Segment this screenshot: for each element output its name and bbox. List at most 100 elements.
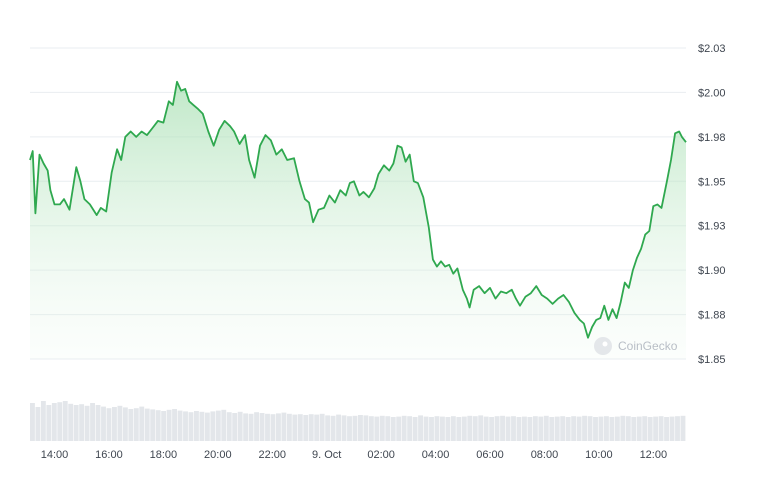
volume-bar [549,417,555,441]
volume-bar [516,417,522,441]
volume-bar [554,416,560,441]
volume-bar [341,415,347,441]
volume-bar [73,405,79,441]
volume-bar [527,417,533,441]
volume-bar [522,416,527,441]
x-tick-label: 10:00 [585,449,613,461]
volume-bar [647,417,653,441]
volume-bar [166,409,172,441]
volume-bar [571,416,577,441]
volume-bar [636,416,642,441]
volume-bars [30,401,686,441]
volume-bar [308,414,314,441]
volume-bar [172,409,177,441]
volume-bar [374,416,380,441]
volume-bar [680,415,686,441]
y-tick-label: $1.88 [698,310,726,322]
volume-bar [593,417,598,441]
volume-bar [128,409,134,441]
volume-bar [265,413,270,441]
volume-bar [62,401,68,441]
volume-bar [467,415,473,441]
volume-bar [582,415,587,441]
volume-bar [46,405,52,441]
volume-bar [237,411,243,441]
volume-bar [57,402,63,441]
volume-bar [423,416,429,441]
volume-bar [658,416,664,441]
volume-bar [445,417,451,441]
volume-bar [385,416,391,441]
volume-bar [609,417,615,441]
volume-bar [363,415,369,441]
volume-bar [494,416,500,441]
volume-bar [664,417,669,441]
volume-bar [122,407,128,441]
volume-bar [243,413,249,441]
volume-bar [407,416,413,441]
volume-bar [194,411,199,441]
volume-bar [560,416,566,441]
volume-bar [631,417,637,441]
volume-bar [254,412,259,441]
volume-bar [456,417,462,441]
volume-bar [68,403,74,441]
volume-bar [511,416,516,441]
volume-bar [598,416,604,441]
y-tick-label: $1.85 [698,354,726,366]
volume-bar [232,413,238,441]
volume-bar [84,405,90,441]
volume-bar [450,416,456,441]
volume-bar [161,411,167,441]
price-area [30,81,686,360]
volume-bar [347,416,352,441]
volume-bar [483,416,489,441]
volume-bar [133,408,139,441]
volume-bar [79,404,85,441]
volume-bar [215,410,221,441]
volume-bar [144,408,150,441]
volume-bar [401,415,407,441]
price-line [29,80,687,339]
volume-bar [330,415,336,441]
x-tick-label: 20:00 [204,449,232,461]
volume-bar [352,415,358,441]
volume-bar [653,416,659,441]
x-tick-label: 04:00 [422,449,450,461]
volume-bar [292,414,298,441]
volume-bar [177,410,183,441]
x-tick-label: 08:00 [531,449,559,461]
volume-bar [210,411,216,441]
volume-bar [489,417,495,441]
volume-bar [336,414,341,441]
price-line-group [29,80,687,339]
coingecko-logo-icon [594,337,612,355]
volume-bar [286,413,292,441]
x-tick-label: 12:00 [640,449,668,461]
volume-bar [368,416,374,441]
volume-bar [117,405,123,441]
volume-bar [625,416,631,441]
y-tick-label: $2.00 [698,87,726,99]
volume-bar [379,415,385,441]
y-tick-label: $1.93 [698,221,726,233]
volume-bar [281,412,287,441]
volume-bar [30,403,35,441]
volume-bar [434,416,440,441]
volume-bar [188,412,194,441]
coingecko-watermark: CoinGecko [594,337,678,355]
price-area-fill [30,81,686,360]
y-tick-label: $1.98 [698,132,726,144]
x-tick-label: 06:00 [476,449,504,461]
volume-bar [248,413,254,441]
volume-bar [505,416,511,441]
volume-bar [614,416,620,441]
volume-bar [35,407,41,441]
volume-bar [538,416,544,441]
volume-bar [532,416,538,441]
volume-bar [259,413,265,441]
volume-bar [303,415,309,441]
x-tick-label: 18:00 [150,449,178,461]
volume-bar [642,416,648,441]
